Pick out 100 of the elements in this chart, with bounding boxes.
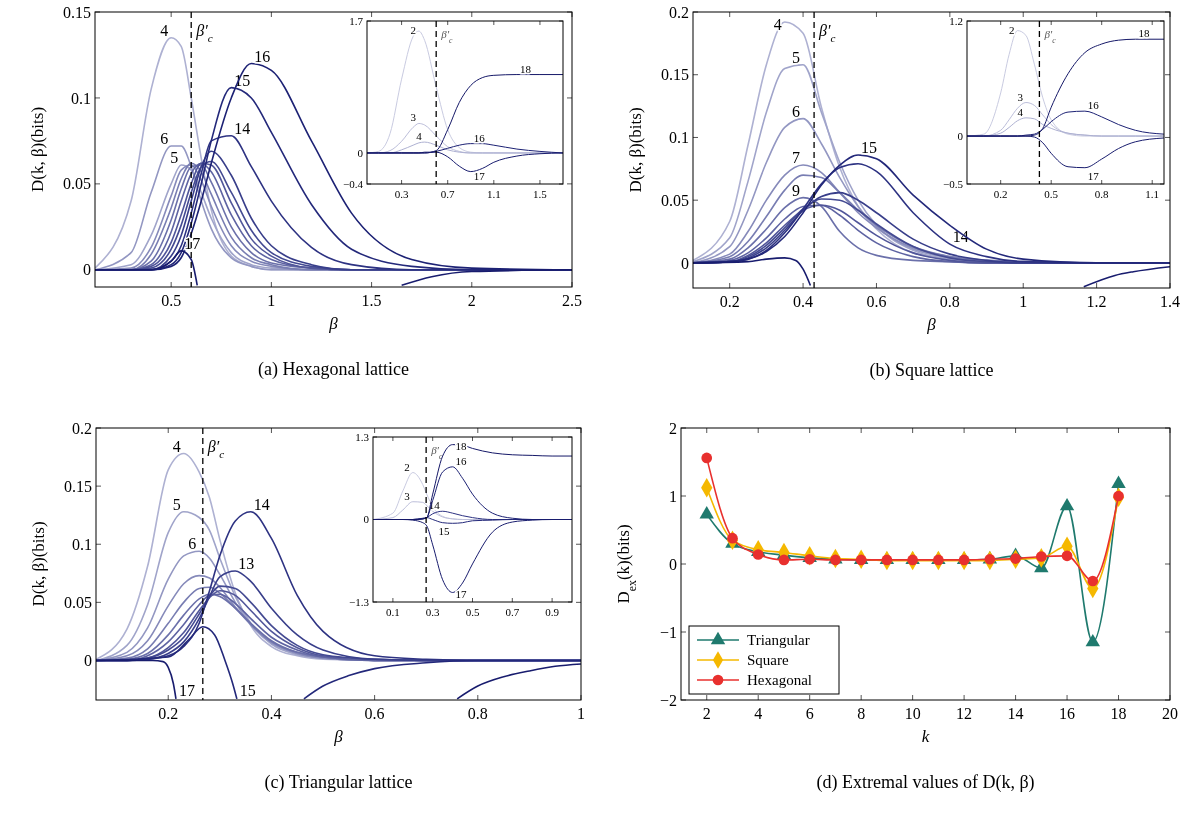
- series-label: 15: [239, 682, 256, 699]
- y-tick-label: 0: [363, 513, 370, 526]
- y-tick-label: 0.2: [669, 3, 689, 21]
- y-tick-label: 0: [83, 261, 91, 279]
- series-label: 17: [455, 588, 468, 600]
- y-tick-label: 1.2: [949, 14, 963, 27]
- series-label: 13: [238, 554, 255, 572]
- x-tick-label: 1: [1019, 293, 1028, 310]
- series-label: 4: [416, 130, 423, 143]
- y-tick-label: 0: [357, 146, 364, 159]
- series-label: 6: [188, 535, 197, 553]
- series-label: 15: [438, 525, 451, 538]
- series-label: 18: [1138, 27, 1150, 40]
- y-tick-label: 0.1: [72, 535, 92, 553]
- x-tick-label: 4: [754, 705, 763, 722]
- series-label: 7: [792, 149, 801, 167]
- x-tick-label: 0.2: [719, 293, 740, 310]
- series-label: 17: [178, 682, 195, 699]
- y-tick-label: 0.1: [669, 129, 689, 147]
- series-label: 3: [404, 489, 411, 502]
- y-tick-label: −0.4: [343, 177, 364, 190]
- x-tick-label: 0.5: [161, 292, 182, 309]
- x-tick-label: 0.6: [866, 293, 887, 310]
- x-tick-label: 0.7: [505, 606, 520, 618]
- x-tick-label: 0.8: [939, 293, 960, 310]
- ref-line-label: β′$_{c}$: [440, 27, 454, 44]
- series-label: 2: [404, 460, 410, 473]
- y-tick-label: 0.1: [71, 89, 91, 107]
- y-tick-label: 0: [957, 129, 964, 142]
- series-label: 16: [455, 454, 468, 467]
- series-label: 14: [253, 495, 270, 513]
- y-tick-label: 0.05: [64, 593, 92, 611]
- series-label: 4: [172, 437, 181, 455]
- series-label: 5: [792, 48, 801, 66]
- y-axis-title: D(k, β)(bits): [28, 106, 47, 193]
- y-tick-label: −2: [659, 691, 677, 709]
- y-axis-title: D(k, β)(bits): [626, 107, 645, 193]
- y-tick-label: 0: [84, 652, 92, 670]
- x-tick-label: 0.5: [1044, 188, 1059, 200]
- ref-line-label: β′$_{c}$: [206, 438, 225, 460]
- x-tick-label: 2.5: [562, 292, 582, 309]
- x-tick-label: 0.6: [364, 705, 385, 722]
- y-tick-label: 0.05: [661, 191, 689, 209]
- x-axis-title: β: [328, 314, 339, 333]
- x-tick-label: 8: [857, 705, 866, 722]
- x-tick-label: 0.5: [465, 606, 480, 618]
- ref-line-label: β′$_{c}$: [195, 22, 213, 44]
- text: (a) Hexagonal lattice: [258, 359, 409, 380]
- x-tick-label: 0.8: [1094, 188, 1110, 200]
- y-tick-label: 1.7: [349, 14, 364, 27]
- series-label: 6: [792, 102, 801, 120]
- series-label: 14: [952, 228, 969, 246]
- x-axis-title: k: [921, 727, 930, 746]
- y-tick-label: 0.15: [661, 66, 689, 84]
- x-tick-label: 0.1: [386, 606, 400, 618]
- x-tick-label: 1.2: [1086, 293, 1107, 310]
- series-label: 16: [1087, 99, 1100, 112]
- x-tick-label: 0.3: [425, 606, 441, 618]
- series-label: 4: [160, 21, 169, 39]
- x-tick-label: 1: [267, 292, 276, 309]
- series-label: 17: [1087, 169, 1100, 182]
- series-label: 2: [410, 24, 416, 36]
- series-label: 5: [170, 148, 179, 166]
- x-tick-label: 20: [1162, 705, 1178, 722]
- x-axis-title: β: [333, 727, 344, 746]
- y-axis-title: D(k, β)(bits): [29, 521, 48, 607]
- x-tick-label: 1.1: [1145, 188, 1160, 200]
- series-label: 15: [861, 139, 878, 157]
- text: (b) Square lattice: [869, 360, 994, 381]
- series-label: 6: [160, 130, 169, 148]
- x-axis-title: β: [926, 315, 937, 334]
- y-tick-label: −1: [659, 623, 677, 641]
- series-label: 18: [519, 62, 532, 75]
- x-tick-label: 0.4: [261, 705, 282, 722]
- series-label: 17: [473, 170, 486, 182]
- text: (c) Triangular lattice: [264, 772, 413, 793]
- text: (d) Extremal values of D(k, β): [816, 772, 1035, 793]
- series-label: 5: [172, 495, 181, 513]
- series-label: 4: [773, 16, 782, 33]
- series-label: 4: [1017, 105, 1024, 118]
- series-label: 9: [792, 181, 801, 199]
- legend-label: Square: [747, 652, 789, 668]
- ref-line-label: β′$_{c}$: [430, 443, 444, 460]
- x-tick-label: 18: [1110, 705, 1127, 722]
- legend-label: Triangular: [747, 632, 810, 648]
- series-label: 16: [473, 131, 486, 144]
- series-label: 14: [234, 119, 251, 137]
- y-tick-label: −1.3: [349, 595, 370, 608]
- legend-label: Hexagonal: [747, 672, 812, 688]
- ref-line-label: β′$_{c}$: [1043, 27, 1057, 44]
- series-label: 3: [410, 111, 417, 124]
- x-tick-label: 0.2: [993, 188, 1008, 200]
- x-tick-label: 1: [577, 705, 585, 722]
- x-tick-label: 14: [1007, 705, 1024, 722]
- x-tick-label: 0.7: [440, 188, 456, 200]
- y-tick-label: 2: [669, 419, 677, 437]
- y-tick-label: 0: [681, 254, 689, 272]
- ref-line-label: β′$_{c}$: [818, 22, 836, 44]
- x-tick-label: 16: [1059, 705, 1076, 722]
- y-tick-label: 1.3: [355, 430, 370, 443]
